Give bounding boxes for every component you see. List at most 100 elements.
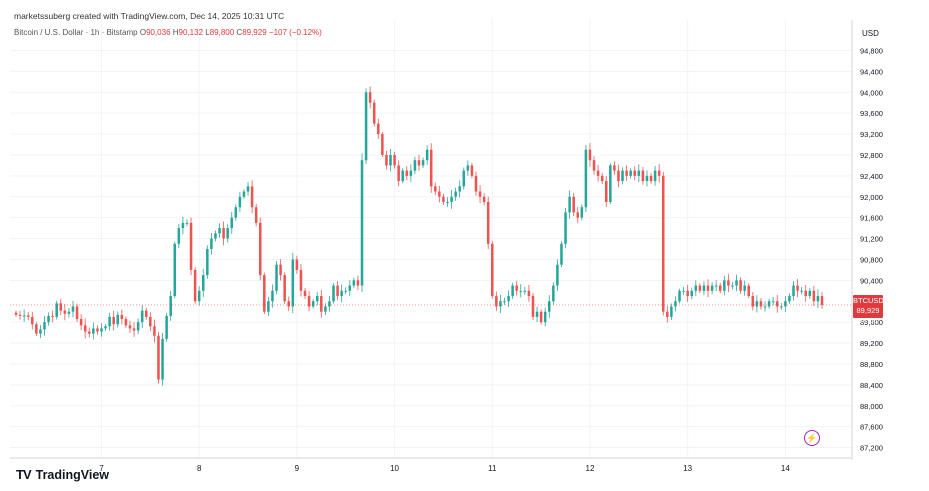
last-price-tag: BTCUSD 89,929 28:06 [853, 295, 884, 325]
tradingview-logo-icon: TV [16, 467, 32, 482]
candle-body [320, 296, 323, 312]
candle-body [698, 285, 702, 291]
candle-body [474, 175, 478, 192]
candle-body [735, 280, 738, 286]
candle-body [429, 149, 433, 187]
candle-body [100, 328, 103, 332]
candle-body [153, 326, 156, 336]
time-tick-label: 13 [683, 464, 692, 473]
candle-body [780, 306, 783, 308]
candle-body [572, 196, 575, 213]
candle-body [389, 154, 392, 166]
candle-body [759, 301, 763, 307]
candle-body [120, 314, 124, 320]
candle-body [535, 311, 539, 317]
candle-body [295, 259, 299, 270]
close-value: 89,929 [242, 28, 267, 37]
candle-body [556, 264, 559, 286]
candle-body [604, 181, 608, 202]
candle-body [124, 319, 128, 326]
candle-body [486, 201, 490, 244]
candle-body [552, 285, 555, 302]
candle-body [55, 303, 58, 317]
candle-body [674, 301, 677, 307]
candle-body [344, 290, 347, 292]
candle-body [83, 325, 87, 332]
candle-body [218, 228, 221, 234]
candle-body [88, 331, 91, 334]
candle-body [409, 170, 413, 176]
candle-body [352, 280, 356, 286]
candle-body [258, 222, 262, 276]
candle-body [181, 222, 185, 229]
time-tick-label: 8 [197, 464, 202, 473]
candle-body [385, 154, 388, 166]
candle-body [165, 315, 168, 339]
candle-body [26, 315, 30, 317]
candle-body [710, 285, 714, 291]
candle-body [348, 285, 352, 291]
candle-body [185, 222, 189, 224]
ohlc-legend: Bitcoin / U.S. Dollar · 1h · Bitstamp O9… [14, 28, 322, 37]
candle-body [641, 170, 645, 182]
price-tick-label: 93,200 [860, 130, 883, 139]
candle-body [210, 238, 213, 249]
candle-body [539, 311, 543, 323]
candle-body [283, 275, 286, 302]
candle-body [723, 280, 726, 291]
candle-body [222, 228, 225, 239]
candle-body [763, 306, 767, 308]
time-tick-label: 9 [295, 464, 300, 473]
candle-body [246, 186, 250, 192]
candle-body [201, 275, 205, 291]
price-tick-label: 88,000 [860, 402, 883, 411]
candle-body [71, 306, 75, 312]
candle-body [226, 228, 229, 239]
candle-body [816, 296, 820, 302]
candle-body [79, 319, 83, 326]
candle-body [478, 191, 482, 197]
candle-body [368, 92, 372, 103]
candle-body [792, 285, 795, 297]
candle-body [377, 123, 380, 135]
candle-body [625, 170, 628, 176]
candle-body [442, 196, 445, 202]
candle-body [718, 285, 722, 291]
lightning-icon[interactable]: ⚡ [804, 430, 820, 446]
candle-body [739, 280, 742, 291]
candle-body [458, 186, 461, 192]
candle-body [584, 149, 588, 208]
candle-body [340, 290, 343, 297]
candle-body [613, 165, 616, 171]
price-tick-label: 91,200 [860, 235, 883, 244]
candle-body [690, 290, 693, 297]
candle-body [747, 285, 750, 297]
candle-body [136, 322, 140, 331]
candle-body [694, 285, 698, 291]
candle-body [189, 222, 193, 270]
candle-body [157, 335, 160, 380]
candle-body [653, 170, 657, 182]
candle-body [482, 196, 486, 202]
candle-body [788, 296, 791, 302]
price-tick-label: 89,600 [860, 318, 883, 327]
chart-credit: marketssuberg created with TradingView.c… [14, 11, 285, 21]
candle-body [43, 322, 46, 330]
candle-body [438, 191, 441, 197]
candle-body [714, 285, 718, 287]
candle-body [197, 290, 201, 302]
candle-body [775, 301, 779, 307]
candle-body [511, 285, 514, 297]
candle-body [495, 296, 498, 307]
candle-body [808, 290, 812, 297]
candle-body [14, 312, 18, 315]
candle-body [250, 186, 254, 208]
price-tick-label: 91,600 [860, 214, 883, 223]
candle-body [519, 290, 523, 292]
candle-body [800, 290, 803, 292]
candle-body [401, 170, 404, 182]
price-tick-label: 87,200 [860, 444, 883, 453]
currency-unit[interactable]: USD [862, 29, 879, 38]
change-value: −107 (−0.12%) [268, 28, 322, 37]
